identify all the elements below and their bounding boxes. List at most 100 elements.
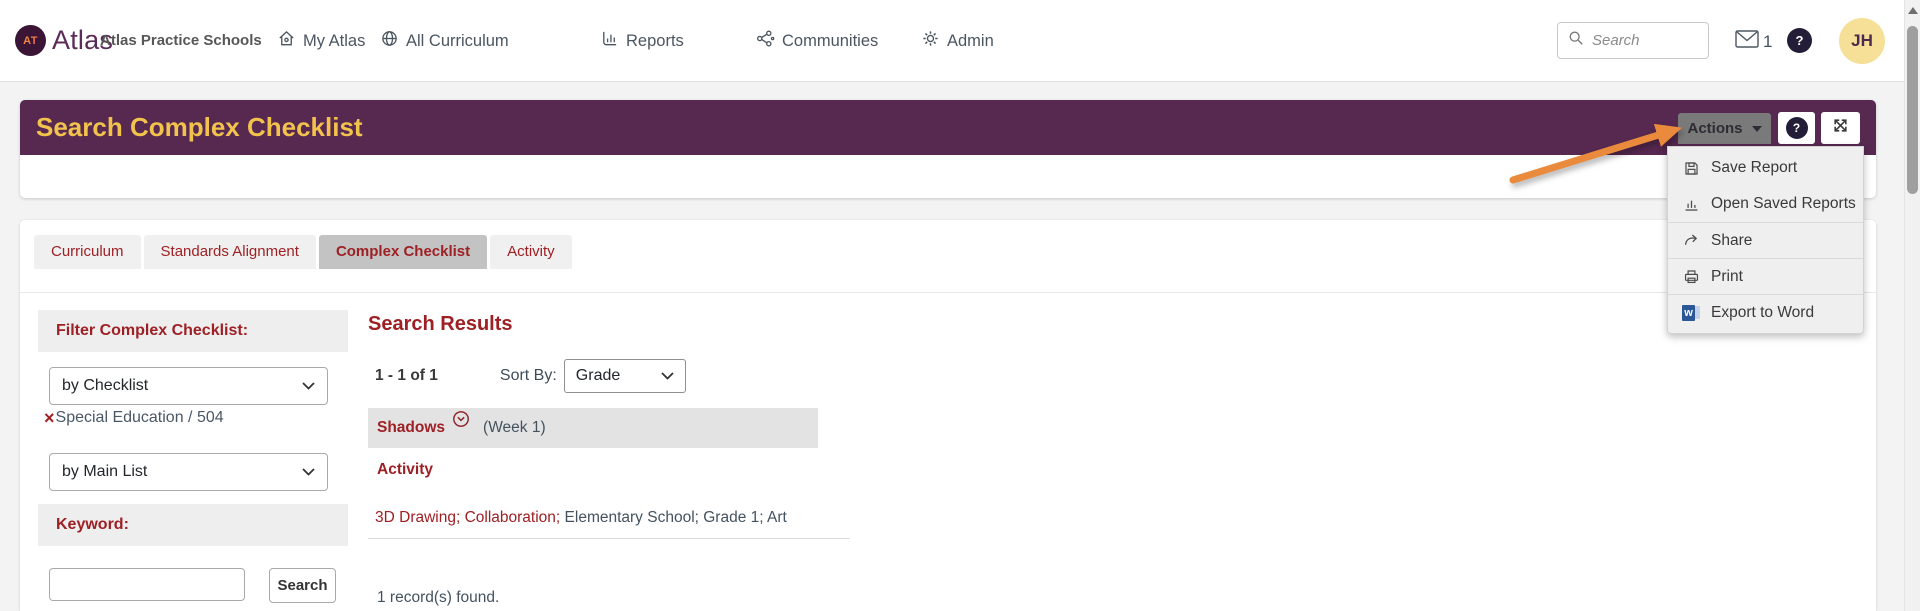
question-icon: ? [1785,117,1808,139]
scroll-up-arrow-icon[interactable] [1908,7,1918,14]
word-letter: w [1684,306,1693,319]
menu-item-save-report[interactable]: Save Report [1668,150,1863,186]
sort-select-value: Grade [575,367,621,384]
report-title-band: Search Complex Checklist [20,100,1876,155]
search-button[interactable]: Search [269,568,336,603]
menu-item-label: Print [1711,267,1743,285]
menu-item-label: Open Saved Reports [1711,195,1856,212]
results-heading: Search Results [368,313,513,335]
gear-icon [921,29,940,53]
filter-heading: Filter Complex Checklist: [56,322,249,339]
keyword-input[interactable] [49,568,245,601]
chevron-down-icon [661,372,674,380]
report-help-button[interactable]: ? [1778,112,1815,144]
bar-chart-icon [1682,195,1700,213]
bar-chart-icon [600,29,619,53]
report-header-card: Search Complex Checklist Actions ? [20,100,1876,198]
result-group-title: Shadows [377,419,446,436]
nav-item-admin[interactable]: Admin [921,0,994,82]
global-search[interactable] [1557,22,1709,59]
actions-label: Actions [1687,120,1743,137]
logo-monogram: AT [23,34,38,47]
search-input[interactable] [1592,32,1692,49]
help-button[interactable]: ? [1787,28,1812,53]
page-title: Search Complex Checklist [36,112,363,142]
keyword-label: Keyword: [56,516,129,533]
scrollbar-thumb[interactable] [1907,26,1918,194]
expand-icon [1832,117,1849,139]
network-icon [755,29,775,53]
scrollbar[interactable] [1904,0,1920,611]
messages-count: 1 [1763,31,1773,51]
search-results: Search Results 1 - 1 of 1 Sort By: Grade… [368,313,928,607]
menu-item-label: Save Report [1711,159,1798,176]
filter-panel: Filter Complex Checklist: by Checklist ×… [38,310,348,603]
section-label: Activity [377,461,433,478]
remove-filter-icon[interactable]: × [44,408,55,428]
menu-item-open-saved-reports[interactable]: Open Saved Reports [1668,186,1863,222]
share-icon [1682,232,1700,250]
question-glyph: ? [1795,33,1804,48]
globe-icon [380,29,399,53]
search-icon [1568,30,1584,51]
checklist-select-value: by Checklist [62,377,149,394]
tab-complex-checklist[interactable]: Complex Checklist [318,235,488,269]
tab-activity[interactable]: Activity [490,235,572,269]
menu-item-export-to-word[interactable]: w Export to Word [1668,294,1863,330]
printer-icon [1682,268,1700,286]
nav-item-all-curriculum[interactable]: All Curriculum [380,0,509,82]
nav-item-label: All Curriculum [406,31,509,50]
envelope-icon [1735,30,1759,53]
content-card: Curriculum Standards Alignment Complex C… [20,220,1876,611]
result-group-row: Shadows (Week 1) [368,408,818,448]
result-divider [368,538,850,539]
fullscreen-button[interactable] [1821,112,1860,144]
tab-standards-alignment[interactable]: Standards Alignment [143,235,316,269]
nav-item-reports[interactable]: Reports [600,0,684,82]
avatar[interactable]: JH [1839,18,1885,64]
save-icon [1682,159,1700,177]
list-select-value: by Main List [62,463,148,480]
school-name: Atlas Practice Schools [100,32,262,49]
nav-item-label: Admin [947,31,994,50]
list-select[interactable]: by Main List [49,453,328,491]
actions-button[interactable]: Actions [1678,113,1771,144]
chevron-circle-icon[interactable] [452,410,470,433]
brand-wordmark[interactable]: Atlas [52,25,114,55]
tab-divider [20,292,1876,293]
atlas-logo-icon[interactable]: AT [15,25,46,56]
chevron-down-icon [302,468,315,476]
checklist-select[interactable]: by Checklist [49,367,328,405]
menu-item-share[interactable]: Share [1668,222,1863,258]
menu-item-print[interactable]: Print [1668,258,1863,294]
result-item-rest: Elementary School; Grade 1; Art [560,509,787,526]
result-item-link[interactable]: 3D Drawing; Collaboration; [375,509,561,526]
selected-filter-label: Special Education / 504 [55,409,224,426]
keyword-row: Search [49,568,348,603]
avatar-initials: JH [1851,31,1873,50]
word-icon: w [1682,304,1700,321]
messages-button[interactable]: 1 [1735,30,1772,53]
nav-item-label: Communities [782,31,879,50]
results-controls: 1 - 1 of 1 Sort By: Grade [368,359,928,393]
top-nav: AT Atlas Atlas Practice Schools My Atlas… [0,0,1920,82]
filter-heading-band: Filter Complex Checklist: [38,310,348,352]
result-group-suffix: (Week 1) [483,419,546,436]
question-glyph: ? [1792,121,1801,135]
sort-by-label: Sort By: [499,367,557,384]
tab-curriculum[interactable]: Curriculum [34,235,141,269]
home-icon [277,29,296,53]
caret-down-icon [1751,125,1762,132]
keyword-band: Keyword: [38,504,348,546]
results-count: 1 - 1 of 1 [375,367,438,384]
result-item: 3D Drawing; Collaboration; Elementary Sc… [368,509,928,527]
nav-item-communities[interactable]: Communities [755,0,878,82]
nav-item-label: Reports [626,31,684,50]
sort-select[interactable]: Grade [563,359,686,393]
actions-menu: Save Report Open Saved Reports Share [1667,146,1864,334]
menu-item-label: Share [1711,231,1753,249]
tab-bar: Curriculum Standards Alignment Complex C… [34,235,572,269]
chevron-down-icon [302,382,315,390]
nav-item-my-atlas[interactable]: My Atlas [277,0,365,82]
